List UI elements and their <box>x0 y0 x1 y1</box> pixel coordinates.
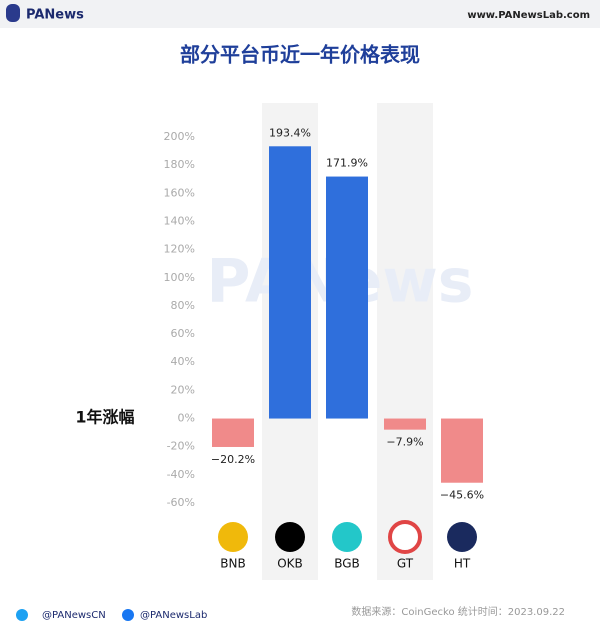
y-tick-label: -20% <box>167 440 195 453</box>
logo <box>6 4 20 22</box>
bar <box>326 176 368 419</box>
y-tick-label: 80% <box>171 299 195 312</box>
y-tick-label: 20% <box>171 383 195 396</box>
value-label: 193.4% <box>269 126 311 139</box>
facebook: @PANewsLab <box>140 610 207 621</box>
twitter: @PANewsCN <box>42 610 106 621</box>
column-band <box>377 103 433 580</box>
icons <box>218 520 477 554</box>
y-tick-label: 60% <box>171 327 195 340</box>
y-tick-label: 140% <box>164 214 195 227</box>
bar <box>441 418 483 483</box>
y-tick-label: -40% <box>167 468 195 481</box>
bar <box>212 418 254 447</box>
site: www.PANewsLab.com <box>467 10 590 21</box>
twitter-icon <box>16 609 28 621</box>
bar <box>269 146 311 419</box>
x-tick-label: BNB <box>220 557 245 571</box>
icon <box>332 522 362 552</box>
source: 数据来源：CoinGecko 统计时间：2023.09.22 <box>351 605 565 618</box>
y-tick-label: 120% <box>164 243 195 256</box>
icon <box>218 522 248 552</box>
value-label: 171.9% <box>326 157 368 170</box>
header-bar <box>0 0 600 28</box>
icon <box>275 522 305 552</box>
y-tick-label: 200% <box>164 130 195 143</box>
icon <box>388 520 422 554</box>
value-label: −45.6% <box>440 489 484 502</box>
x-tick-label: BGB <box>334 557 360 571</box>
y-tick-label: 160% <box>164 186 195 199</box>
bar <box>384 418 426 430</box>
x-tick-label: HT <box>454 557 471 571</box>
y-tick-label: -60% <box>167 496 195 509</box>
y-tick-label: 40% <box>171 355 195 368</box>
y-axis-label: 1年涨幅 <box>75 408 134 427</box>
facebook-icon <box>122 609 134 621</box>
y-tick-label: 0% <box>178 412 195 425</box>
value-label: −7.9% <box>386 436 423 449</box>
chart-title: 部分平台币近一年价格表现 <box>180 43 420 67</box>
x-tick-label: OKB <box>277 557 303 571</box>
y-tick-label: 180% <box>164 158 195 171</box>
icon <box>447 522 477 552</box>
brand: PANews <box>26 8 84 23</box>
y-tick-label: 100% <box>164 271 195 284</box>
x-tick-label: GT <box>397 557 414 571</box>
value-label: −20.2% <box>211 453 255 466</box>
